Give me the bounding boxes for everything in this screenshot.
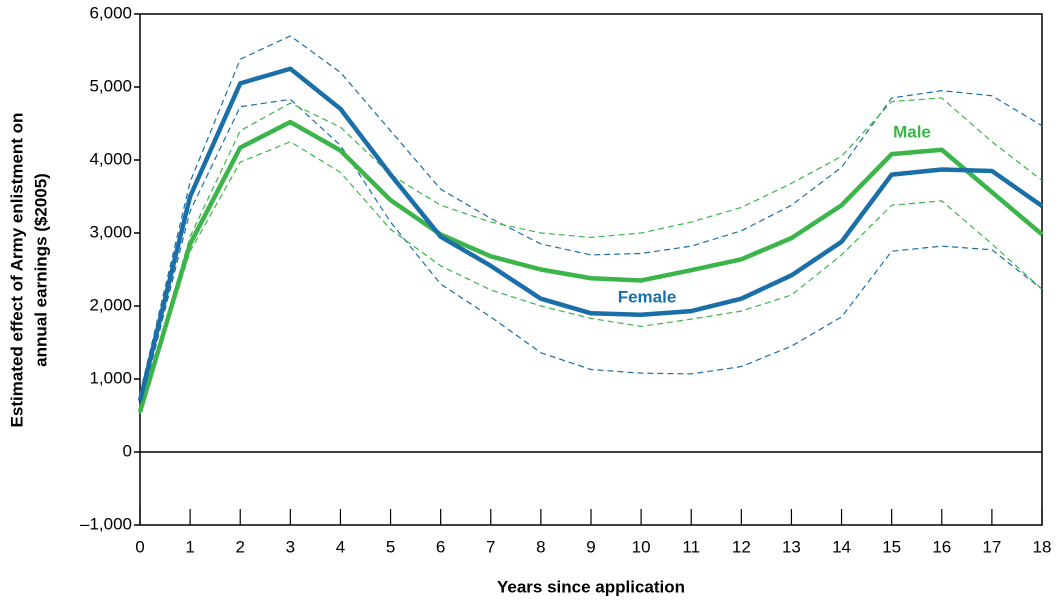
- y-axis-label: Estimated effect of Army enlistment on: [7, 113, 26, 428]
- x-tick-label: 0: [135, 537, 144, 556]
- x-tick-label: 16: [932, 537, 951, 556]
- series-line: [137, 66, 1044, 402]
- y-tick-label: 4,000: [89, 149, 132, 168]
- confidence-line: [139, 141, 1043, 415]
- series-label: Female: [618, 287, 677, 306]
- y-tick-label: 5,000: [89, 76, 132, 95]
- confidence-line: [139, 98, 1043, 409]
- x-tick-label: 8: [536, 537, 545, 556]
- x-tick-label: 17: [982, 537, 1001, 556]
- x-tick-label: 10: [632, 537, 651, 556]
- x-tick-label: 15: [882, 537, 901, 556]
- x-tick-label: 14: [832, 537, 851, 556]
- x-tick-label: 7: [486, 537, 495, 556]
- x-axis-label: Years since application: [497, 577, 685, 596]
- x-tick-label: 6: [436, 537, 445, 556]
- x-tick-label: 3: [286, 537, 295, 556]
- x-tick-label: 9: [586, 537, 595, 556]
- y-tick-label: 3,000: [89, 222, 132, 241]
- x-tick-label: 18: [1033, 537, 1052, 556]
- y-tick-label: 2,000: [89, 295, 132, 314]
- y-tick-label: 1,000: [89, 368, 132, 387]
- plot-frame: [139, 13, 1043, 526]
- y-tick-label: 6,000: [89, 3, 132, 22]
- series-label: Male: [893, 122, 931, 141]
- x-tick-label: 4: [336, 537, 345, 556]
- confidence-line: [139, 35, 1043, 394]
- x-tick-label: 5: [386, 537, 395, 556]
- confidence-line: [139, 97, 1043, 410]
- y-tick-label: –1,000: [80, 514, 132, 533]
- x-tick-label: 12: [732, 537, 751, 556]
- x-tick-label: 11: [682, 537, 700, 556]
- series-line: [137, 119, 1044, 413]
- x-tick-label: 13: [782, 537, 801, 556]
- y-tick-label: 0: [123, 441, 132, 460]
- x-tick-label: 1: [185, 537, 194, 556]
- x-tick-label: 2: [235, 537, 244, 556]
- y-axis-label: annual earnings ($2005): [31, 173, 50, 367]
